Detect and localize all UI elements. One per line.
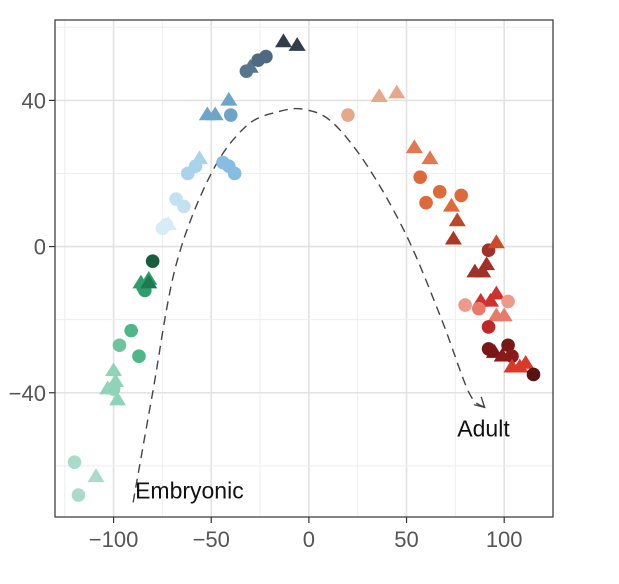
data-point-circle [458,298,472,312]
data-point-triangle [474,263,492,278]
data-point-triangle [487,234,505,249]
data-point-triangle [388,84,406,99]
data-point-triangle [241,59,259,73]
data-point-triangle [442,197,460,212]
data-point-triangle [105,362,123,377]
data-points [67,33,541,502]
data-point-triangle [220,91,238,106]
grid-lines [55,20,554,517]
watermark-text: 知乎 @易基因科技 [478,546,603,564]
data-point-triangle [288,37,306,51]
x-tick-label: 100 [486,527,523,552]
x-tick-label: 0 [303,527,315,552]
data-point-triangle [495,307,513,322]
x-tick-label: 50 [394,527,418,552]
data-point-triangle [159,216,177,230]
data-point-triangle [478,256,496,271]
data-point-triangle [487,285,505,300]
y-tick-label: −40 [9,381,46,406]
data-point-triangle [274,33,292,48]
data-point-triangle [140,274,158,289]
data-point-circle [223,108,238,122]
data-point-triangle [405,139,423,154]
annotation-adult: Adult [457,416,510,442]
data-point-circle [145,254,160,268]
y-tick-label: 40 [22,88,46,113]
x-tick-label: −100 [89,527,139,552]
data-point-circle [481,320,496,334]
trajectory-layer [132,107,486,503]
data-point-triangle [87,468,105,483]
data-point-circle [501,294,515,309]
data-point-circle [71,488,86,502]
trajectory-curve [132,107,486,503]
data-point-triangle [448,212,466,227]
data-point-circle [341,108,355,122]
data-point-triangle [444,230,462,245]
data-point-circle [419,195,433,210]
data-point-circle [432,184,447,199]
data-point-circle [471,301,486,316]
data-point-circle [124,323,138,338]
data-point-circle [505,349,519,364]
panel-border [54,19,554,518]
data-point-circle [112,338,127,353]
data-point-triangle [206,106,224,121]
data-point-triangle [108,391,126,406]
data-point-circle [132,349,146,364]
data-point-circle [67,455,82,469]
x-tick-label: −50 [193,527,230,552]
data-point-triangle [370,88,388,103]
data-point-triangle [517,355,535,369]
data-point-circle [501,338,515,353]
data-point-circle [259,49,273,64]
data-point-circle [454,188,469,203]
annotation-embryonic: Embryonic [135,478,244,504]
data-point-circle [526,367,541,382]
data-point-triangle [421,150,439,165]
data-point-circle [227,166,242,181]
data-point-triangle [191,150,209,165]
axis-ticks: −100 −50 0 50 100 −40 0 40 [9,88,523,552]
data-point-circle [413,170,428,184]
trajectory-arrowhead [473,396,486,409]
data-point-circle [177,199,191,214]
y-tick-label: 0 [34,235,46,260]
